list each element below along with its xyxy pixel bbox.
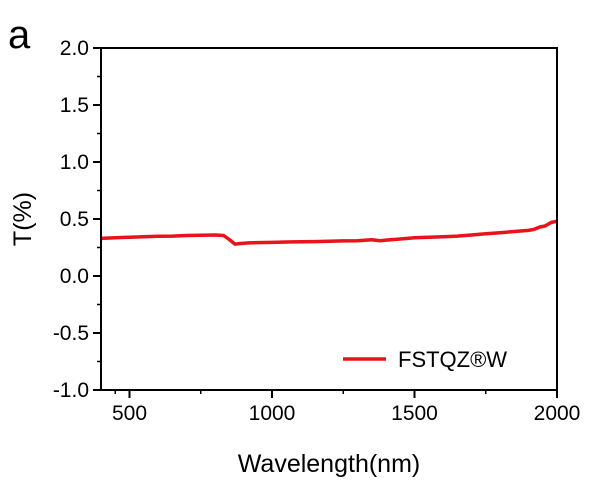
x-tick-label: 2000 — [534, 402, 581, 425]
plot-frame — [100, 47, 558, 391]
y-axis-ticks: -1.0 -0.5 0.0 0.5 1.0 1.5 2.0 — [53, 37, 101, 402]
x-tick-label: 500 — [112, 402, 147, 425]
legend-label: FSTQZ®W — [398, 347, 507, 372]
x-axis-ticks: 500 1000 1500 2000 — [112, 390, 580, 425]
y-tick-label: 0.0 — [60, 265, 89, 288]
y-tick-label: 2.0 — [60, 37, 89, 60]
y-tick-label: -0.5 — [53, 322, 89, 345]
y-tick-label: -1.0 — [53, 379, 89, 402]
y-tick-label: 1.0 — [60, 151, 89, 174]
x-tick-label: 1500 — [391, 402, 438, 425]
y-tick-label: 0.5 — [60, 208, 89, 231]
x-axis-title: Wavelength(nm) — [238, 450, 420, 478]
x-tick-label: 1000 — [249, 402, 296, 425]
y-axis-title: T(%) — [9, 192, 37, 246]
panel-label: a — [8, 13, 31, 57]
series-line-fstqzw — [100, 219, 558, 246]
y-tick-label: 1.5 — [60, 94, 89, 117]
legend: FSTQZ®W — [343, 347, 507, 372]
